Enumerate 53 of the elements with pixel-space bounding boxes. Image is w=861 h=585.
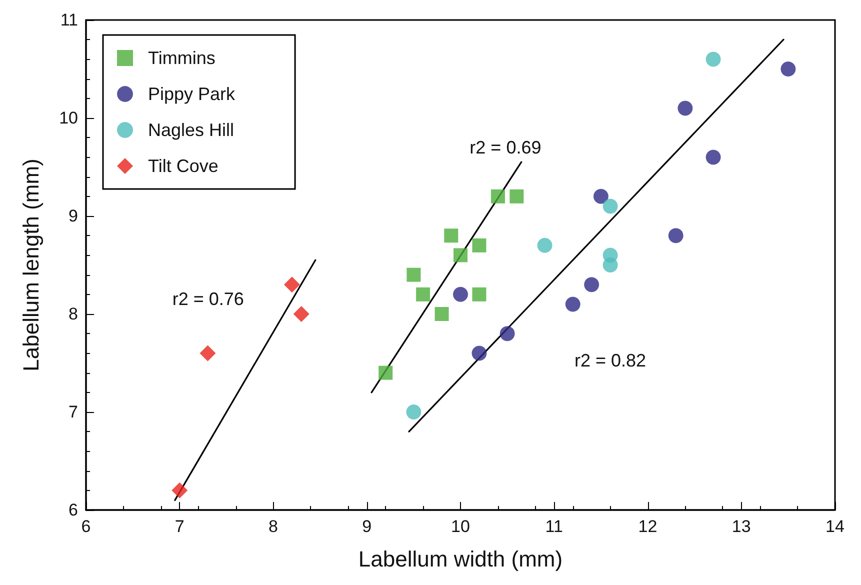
point	[537, 238, 552, 253]
annotation: r2 = 0.82	[574, 350, 646, 371]
y-tick-label: 10	[59, 108, 78, 128]
x-axis-title: Labellum width (mm)	[358, 546, 563, 572]
point	[593, 188, 608, 204]
x-tick-label: 11	[545, 517, 563, 536]
x-tick-label: 14	[826, 517, 844, 536]
point	[500, 326, 515, 342]
x-tick-label: 8	[268, 517, 278, 536]
point	[472, 238, 486, 252]
legend-label: Tilt Cove	[148, 156, 218, 176]
point	[454, 248, 468, 262]
y-tick-label: 8	[68, 304, 78, 324]
point	[200, 345, 216, 362]
point	[378, 366, 393, 380]
point	[406, 268, 421, 282]
point	[172, 482, 188, 498]
x-tick-label: 10	[451, 517, 470, 536]
y-tick-label: 7	[68, 402, 78, 422]
legend-label: Timmins	[148, 48, 216, 68]
x-tick-label: 7	[174, 517, 184, 536]
x-tick-label: 13	[732, 517, 751, 536]
point	[406, 404, 422, 420]
y-tick-label: 11	[60, 10, 78, 30]
point	[584, 277, 600, 292]
point	[416, 287, 430, 302]
point	[284, 276, 300, 293]
point	[472, 346, 487, 361]
annotation: r2 = 0.76	[172, 289, 244, 310]
point	[565, 296, 580, 312]
point	[453, 286, 468, 302]
point	[444, 228, 458, 243]
legend-label: Pippy Park	[148, 84, 236, 104]
point	[490, 189, 505, 204]
point	[668, 228, 684, 244]
point	[706, 150, 721, 165]
point	[678, 100, 693, 116]
point	[434, 307, 449, 321]
point	[510, 189, 524, 204]
x-tick-label: 6	[81, 517, 91, 536]
point	[706, 52, 721, 67]
y-tick-label: 9	[68, 206, 78, 226]
point	[293, 306, 310, 322]
y-axis-title: Labellum length (mm)	[18, 158, 44, 372]
point	[602, 198, 618, 214]
point	[472, 287, 486, 302]
x-tick-label: 9	[362, 517, 372, 536]
point	[602, 258, 618, 272]
x-tick-label: 12	[638, 517, 658, 536]
legend-label: Nagles Hill	[148, 120, 234, 140]
annotation: r2 = 0.69	[470, 137, 542, 158]
y-tick-label: 6	[68, 500, 78, 520]
point	[780, 62, 796, 76]
